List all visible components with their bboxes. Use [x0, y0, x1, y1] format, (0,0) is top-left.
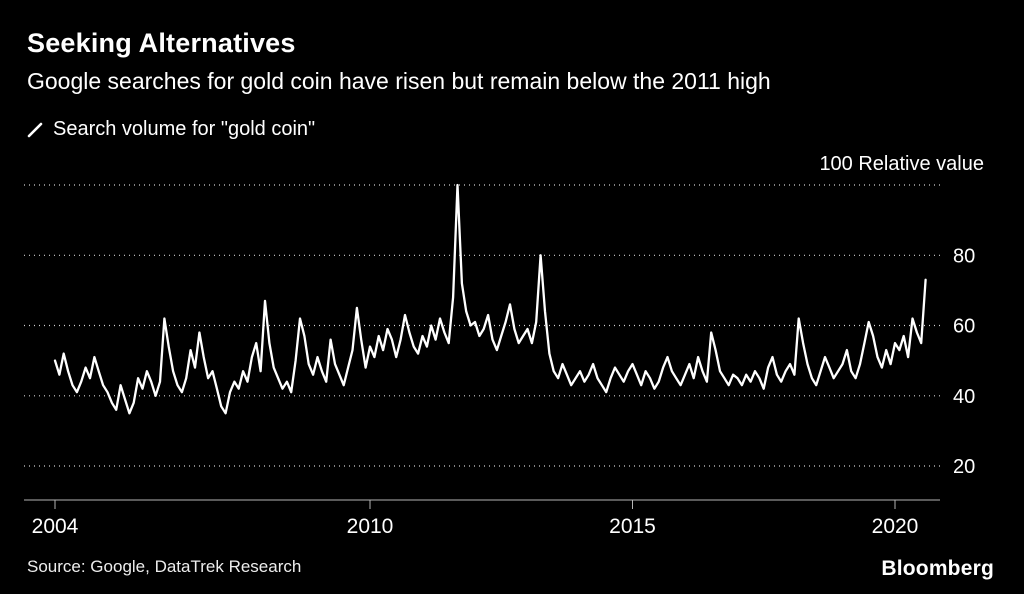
- x-tick-label: 2020: [872, 515, 919, 538]
- chart-title: Seeking Alternatives: [27, 28, 296, 58]
- y-axis-top-label: 100 Relative value: [819, 153, 984, 175]
- y-tick-label: 60: [953, 316, 975, 338]
- y-tick-label: 20: [953, 456, 975, 478]
- legend-label: Search volume for "gold coin": [53, 118, 316, 140]
- y-tick-label: 40: [953, 386, 975, 408]
- chart-legend: Search volume for "gold coin": [27, 118, 315, 141]
- source-note: Source: Google, DataTrek Research: [27, 557, 302, 576]
- x-tick-label: 2004: [32, 515, 79, 538]
- x-tick-label: 2010: [347, 515, 394, 538]
- x-tick-label: 2015: [609, 515, 656, 538]
- series-line: [53, 183, 927, 415]
- chart-subtitle: Google searches for gold coin have risen…: [27, 68, 771, 94]
- series-line-icon: [27, 122, 43, 138]
- y-tick-label: 80: [953, 245, 975, 267]
- bloomberg-logo: Bloomberg: [881, 557, 994, 580]
